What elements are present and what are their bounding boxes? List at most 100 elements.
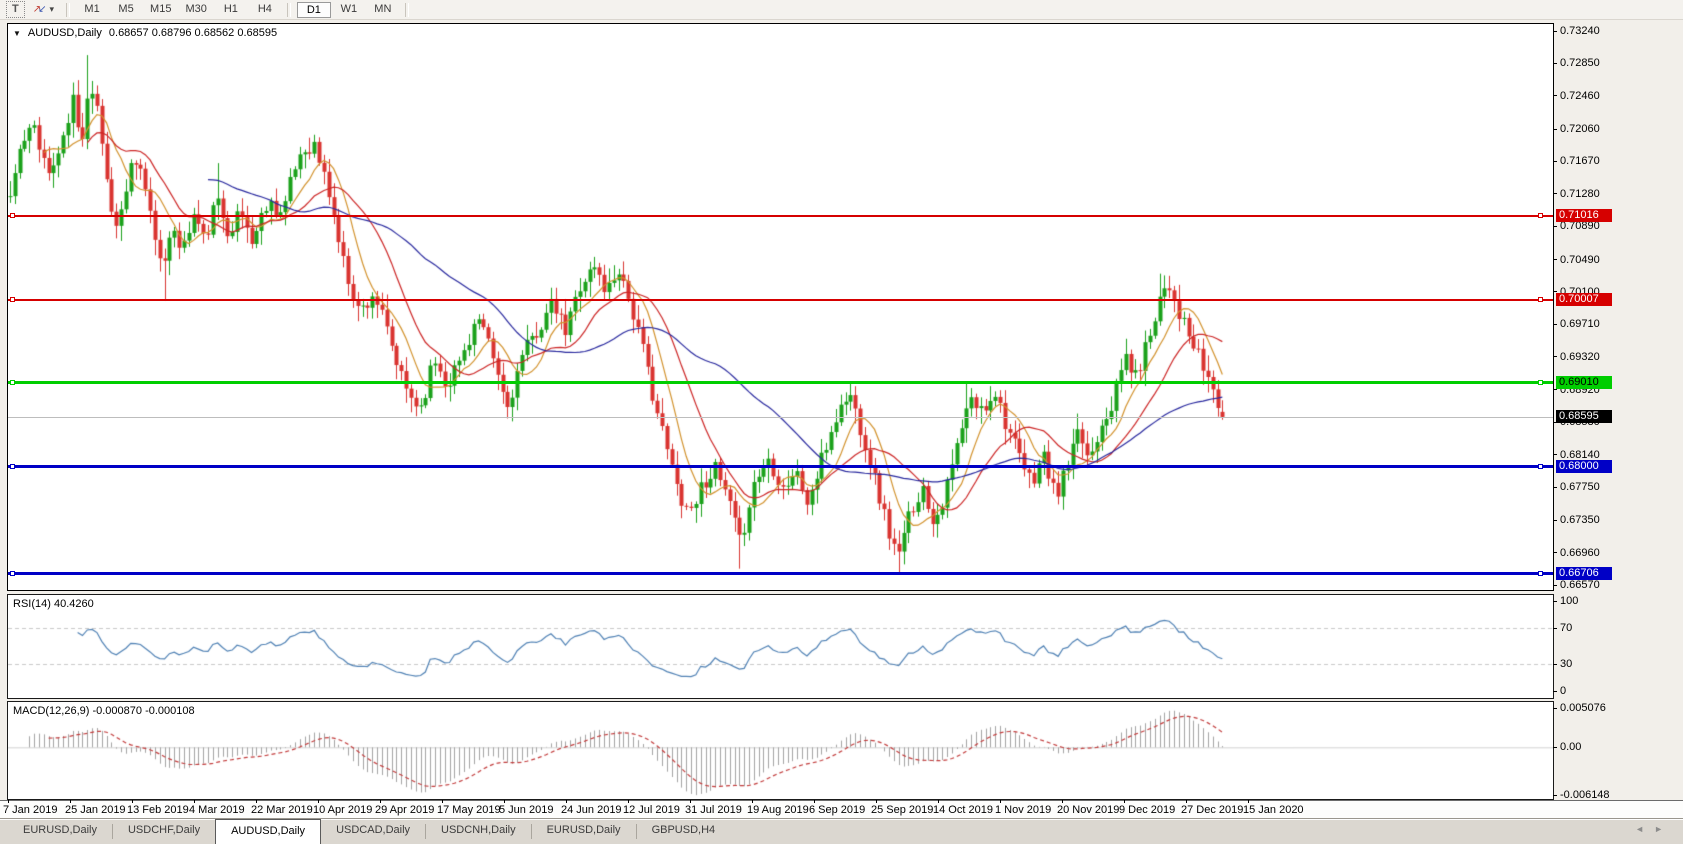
price-axis-label: 0.73240 bbox=[1560, 25, 1600, 37]
timeframe-button-h1[interactable]: H1 bbox=[223, 3, 238, 15]
date-axis-label: 22 Mar 2019 bbox=[251, 804, 313, 816]
toolbar-separator bbox=[404, 2, 409, 17]
price-axis-label: 0.71670 bbox=[1560, 155, 1600, 168]
line-handle[interactable] bbox=[10, 213, 15, 219]
chart-tab-usdchf-daily[interactable]: USDCHF,Daily bbox=[127, 824, 201, 836]
rsi-canvas[interactable] bbox=[8, 595, 1553, 698]
line-handle[interactable] bbox=[1538, 380, 1543, 385]
tab-scroll-left-icon[interactable]: ◄ bbox=[1635, 824, 1655, 834]
price-axis-label: 0.70890 bbox=[1560, 220, 1600, 233]
collapse-triangle-icon[interactable]: ▼ bbox=[13, 28, 21, 38]
rsi-axis-tick bbox=[1553, 601, 1557, 602]
date-axis-tick bbox=[194, 800, 195, 803]
macd-axis-label: 0.00 bbox=[1560, 741, 1582, 754]
line-handle[interactable] bbox=[10, 571, 15, 577]
timeframe-button-d1[interactable]: D1 bbox=[296, 1, 331, 18]
candlestick-canvas[interactable] bbox=[8, 24, 1553, 590]
main-chart-panel[interactable]: ▼ AUDUSD,Daily 0.68657 0.68796 0.68562 0… bbox=[7, 23, 1554, 591]
horizontal-level-line[interactable] bbox=[8, 464, 1553, 468]
line-handle[interactable] bbox=[1538, 571, 1543, 577]
rsi-axis-label: 100 bbox=[1560, 595, 1579, 607]
date-axis-tick bbox=[504, 800, 505, 803]
line-handle[interactable] bbox=[10, 463, 15, 469]
arrow-down-icon: ↙ bbox=[38, 4, 47, 15]
line-handle[interactable] bbox=[1538, 297, 1543, 303]
macd-panel[interactable]: MACD(12,26,9) -0.000870 -0.000108 bbox=[7, 701, 1554, 800]
date-axis-tick bbox=[1186, 800, 1187, 803]
price-axis-label: 0.72460 bbox=[1560, 89, 1600, 102]
rsi-axis-label: 70 bbox=[1560, 622, 1573, 634]
date-axis-label: 31 Jul 2019 bbox=[685, 804, 742, 816]
horizontal-level-line[interactable] bbox=[8, 572, 1553, 576]
price-axis-tick bbox=[1553, 356, 1557, 358]
rsi-label: RSI(14) 40.4260 bbox=[13, 598, 94, 610]
date-axis-tick bbox=[256, 800, 257, 803]
chart-symbol-period: AUDUSD,Daily bbox=[27, 27, 102, 39]
chart-tab-usdcnh-daily[interactable]: USDCNH,Daily bbox=[441, 824, 516, 836]
current-price-badge: 0.68595 bbox=[1556, 410, 1612, 424]
timeframe-button-m30[interactable]: M30 bbox=[185, 3, 207, 15]
price-level-badge: 0.68000 bbox=[1556, 459, 1612, 473]
tab-divider bbox=[635, 824, 637, 839]
chart-tab-eurusd-daily[interactable]: EURUSD,Daily bbox=[23, 824, 97, 836]
chart-tab-bar: EURUSD,Daily USDCHF,Daily AUDUSD,Daily USDC… bbox=[0, 818, 1683, 844]
price-axis-tick bbox=[1553, 323, 1557, 325]
chart-tab-eurusd-daily[interactable]: EURUSD,Daily bbox=[546, 824, 621, 836]
line-handle[interactable] bbox=[10, 380, 15, 385]
date-axis bbox=[0, 800, 1683, 819]
line-handle[interactable] bbox=[10, 297, 15, 303]
date-axis-label: 10 Apr 2019 bbox=[313, 804, 373, 816]
tab-scroll-right-icon[interactable]: ► bbox=[1654, 824, 1673, 834]
timeframe-button-m15[interactable]: M15 bbox=[150, 3, 172, 15]
price-axis-label: 0.69320 bbox=[1560, 350, 1600, 363]
line-handle[interactable] bbox=[1538, 213, 1543, 219]
date-axis-tick bbox=[1000, 800, 1001, 803]
price-axis-tick bbox=[1553, 389, 1557, 391]
toolbar: T ↗ ↙ ▾ M1 M5 M15 M30 H1 H4 D1 W1 MN bbox=[0, 0, 1683, 20]
drawing-tools-button[interactable]: ↗ ↙ ▾ bbox=[27, 2, 60, 17]
price-axis-label: 0.68140 bbox=[1560, 448, 1600, 461]
date-axis-label: 14 Oct 2019 bbox=[933, 804, 993, 816]
chart-tab-audusd-daily[interactable]: AUDUSD,Daily bbox=[215, 819, 322, 844]
price-axis-tick bbox=[1553, 291, 1557, 293]
timeframe-button-m5[interactable]: M5 bbox=[118, 3, 134, 15]
date-axis-tick bbox=[1248, 800, 1249, 803]
current-price-line bbox=[8, 416, 1553, 418]
date-axis-tick bbox=[814, 800, 815, 803]
date-axis-label: 25 Jan 2019 bbox=[65, 804, 126, 816]
rsi-panel[interactable]: RSI(14) 40.4260 bbox=[7, 594, 1554, 699]
dropdown-caret-icon[interactable]: ▾ bbox=[49, 4, 55, 14]
tab-divider bbox=[530, 824, 532, 839]
price-level-badge: 0.66706 bbox=[1556, 567, 1612, 581]
date-axis-tick bbox=[380, 800, 381, 803]
price-axis-tick bbox=[1553, 128, 1557, 130]
price-axis-tick bbox=[1553, 95, 1557, 97]
chart-tab-gbpusd-h4[interactable]: GBPUSD,H4 bbox=[651, 824, 716, 836]
rsi-axis-tick bbox=[1553, 691, 1557, 692]
text-tool-button[interactable]: T bbox=[6, 1, 25, 18]
price-axis-tick bbox=[1553, 552, 1557, 554]
date-axis-tick bbox=[690, 800, 691, 803]
macd-canvas[interactable] bbox=[8, 702, 1553, 799]
price-axis-tick bbox=[1553, 486, 1557, 488]
price-axis-label: 0.66570 bbox=[1560, 579, 1600, 592]
chart-tab-usdcad-daily[interactable]: USDCAD,Daily bbox=[336, 824, 411, 836]
date-axis-label: 19 Aug 2019 bbox=[747, 804, 809, 816]
timeframe-group: M1 M5 M15 M30 H1 H4 D1 W1 MN bbox=[75, 1, 414, 18]
horizontal-level-line[interactable] bbox=[8, 298, 1553, 301]
timeframe-button-w1[interactable]: W1 bbox=[340, 3, 358, 15]
tab-divider bbox=[425, 824, 427, 839]
horizontal-level-line[interactable] bbox=[8, 381, 1553, 384]
horizontal-level-line[interactable] bbox=[8, 214, 1553, 217]
date-axis-tick bbox=[442, 800, 443, 803]
price-axis-tick bbox=[1553, 160, 1557, 162]
price-level-badge: 0.70007 bbox=[1556, 293, 1612, 307]
price-axis-tick bbox=[1553, 519, 1557, 521]
timeframe-button-h4[interactable]: H4 bbox=[257, 3, 272, 15]
price-axis-tick bbox=[1553, 30, 1557, 32]
timeframe-button-mn[interactable]: MN bbox=[374, 3, 392, 15]
line-handle[interactable] bbox=[1538, 463, 1543, 469]
timeframe-button-m1[interactable]: M1 bbox=[84, 3, 100, 15]
date-axis-label: 20 Nov 2019 bbox=[1057, 804, 1120, 816]
